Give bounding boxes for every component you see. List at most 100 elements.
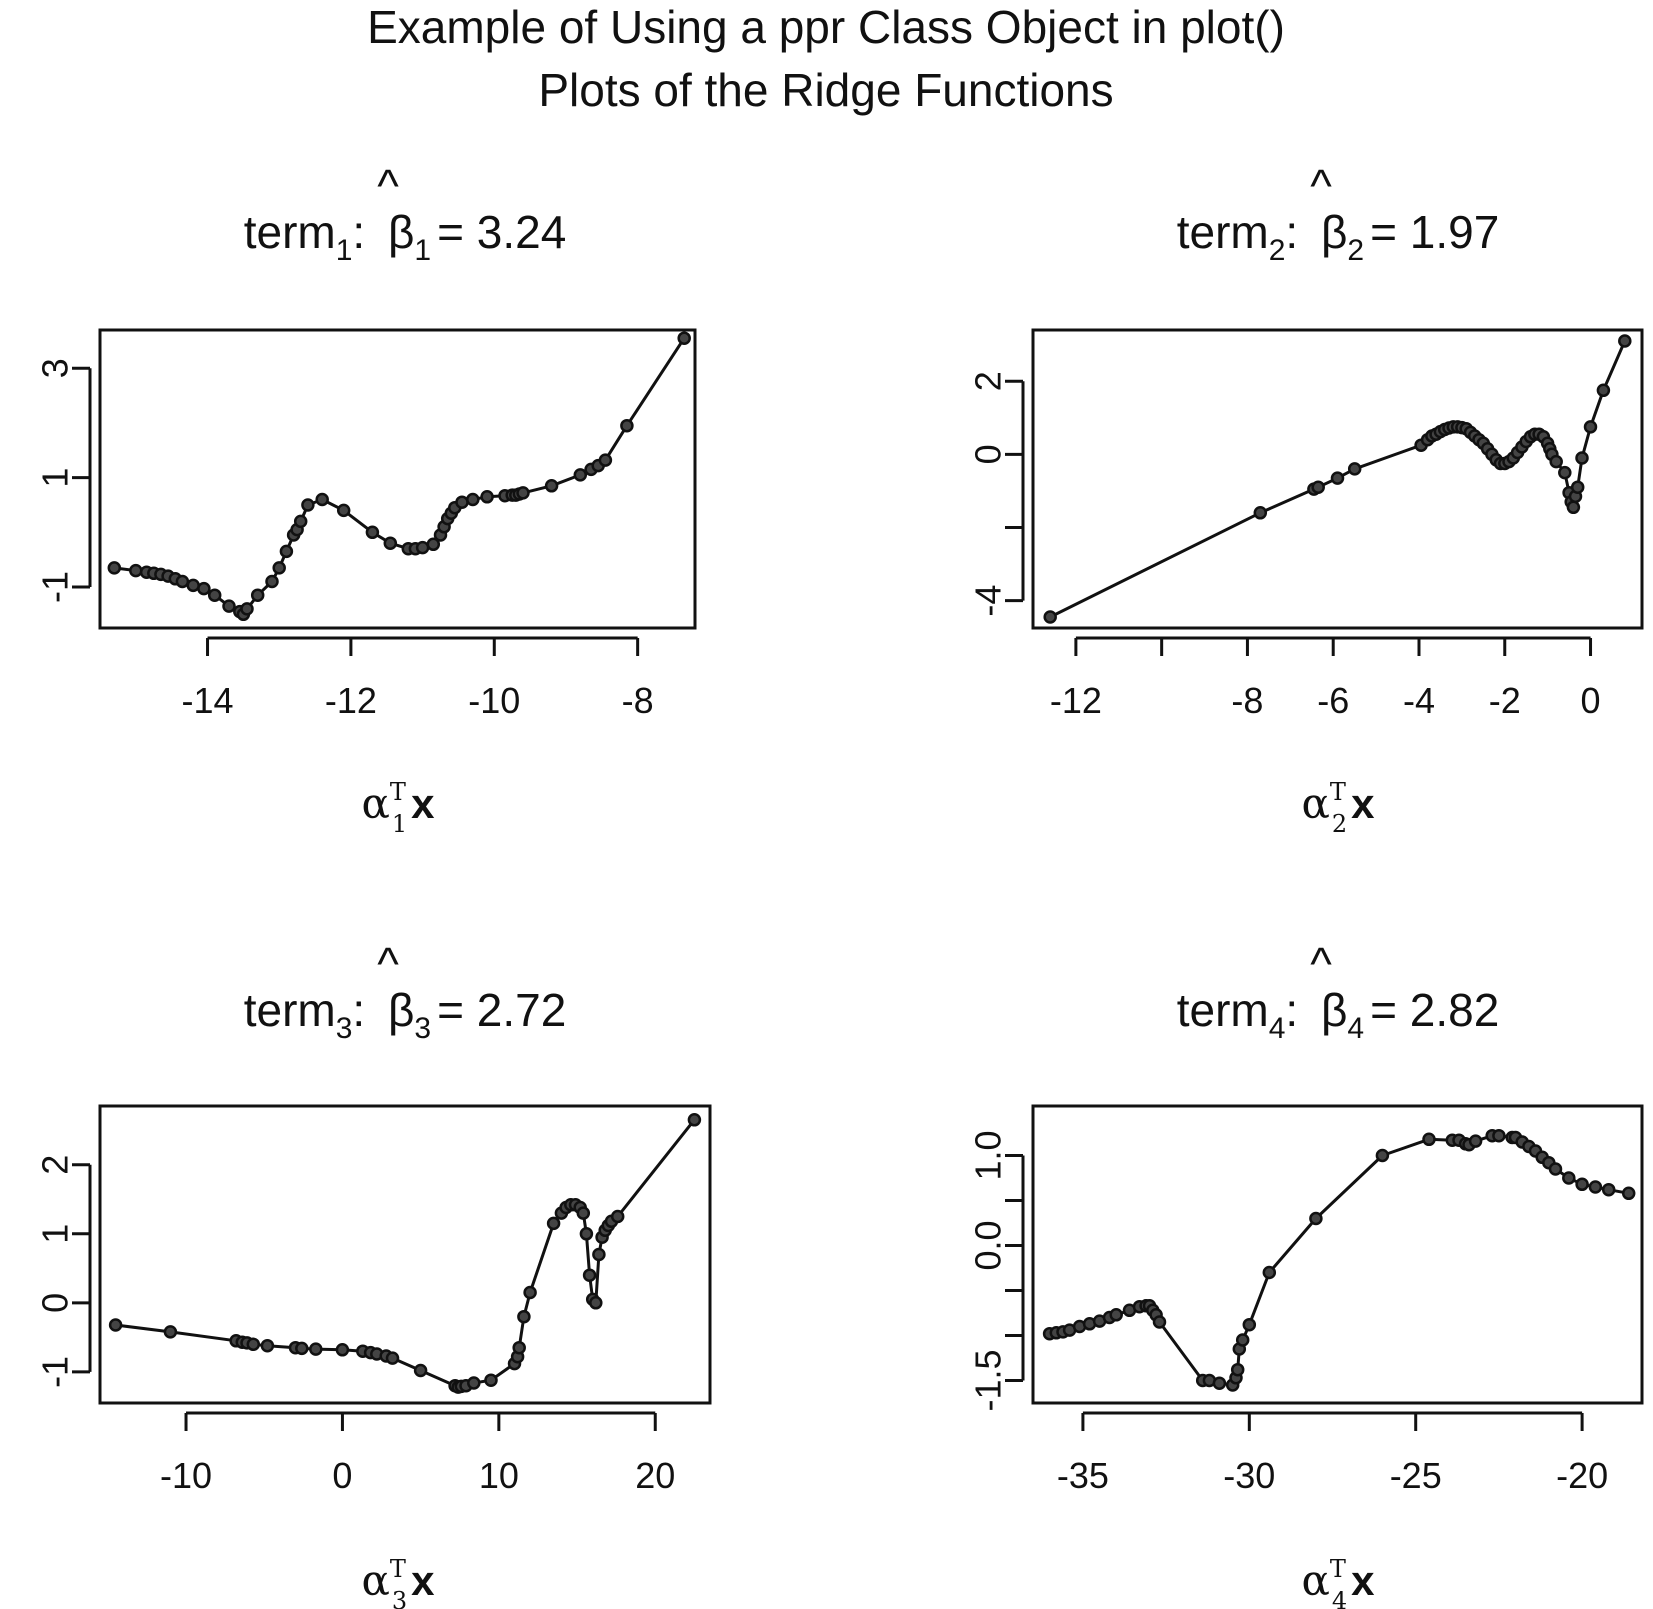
data-point	[620, 418, 634, 433]
data-point	[467, 1376, 481, 1390]
plot-frame	[98, 1104, 712, 1405]
data-point	[197, 581, 211, 596]
x-axis-label: αT 1x	[361, 778, 435, 838]
data-point	[336, 503, 351, 518]
panel-term-1: term1: β1 = 3.24 ^ αT 1x -14 -12 -10 -8 -1 1 3	[35, 160, 697, 838]
plot-frame	[1031, 1104, 1644, 1405]
data-point	[598, 453, 613, 467]
data-point	[1601, 1182, 1616, 1197]
data-point	[592, 1247, 606, 1262]
y-tick-label: 3	[35, 358, 76, 378]
data-point	[573, 468, 588, 482]
data-point	[1212, 1376, 1227, 1390]
beta-hat: ^	[377, 160, 399, 212]
main-subtitle: Plots of the Ridge Functions	[538, 64, 1113, 116]
data-point	[1152, 1315, 1167, 1329]
data-point	[279, 544, 294, 559]
data-point	[1242, 1317, 1257, 1332]
x-tick-label: -10	[468, 680, 520, 721]
data-point	[1621, 1186, 1636, 1201]
y-tick-label: 0	[35, 1293, 76, 1313]
data-point	[1492, 1128, 1506, 1143]
panel-title: term4: β4 = 2.82	[1177, 984, 1500, 1045]
data-point	[579, 1227, 594, 1241]
data-point	[1583, 420, 1598, 434]
y-tick-label: 1.0	[968, 1130, 1009, 1180]
panel-term-2: term2: β2 = 1.97 ^ αT 2x -12 -8 -6 -4 -2 0 -4 0 2	[968, 160, 1644, 838]
data-point	[426, 537, 441, 552]
data-point	[272, 561, 286, 575]
data-point	[186, 578, 200, 593]
x-tick-label: -30	[1223, 1455, 1275, 1496]
beta-hat: ^	[377, 938, 399, 990]
y-tick-label: -1.5	[968, 1349, 1009, 1411]
data-point	[240, 602, 254, 616]
data-point	[260, 1338, 275, 1353]
data-point	[455, 495, 469, 509]
data-point	[293, 514, 308, 529]
data-point	[582, 1268, 597, 1282]
y-tick-label: -1	[35, 571, 76, 603]
x-tick-label: 20	[635, 1455, 675, 1496]
data-point	[207, 588, 222, 602]
x-tick-label: -12	[1050, 680, 1102, 721]
y-tick-label: 1	[35, 1224, 76, 1244]
data-point	[107, 561, 122, 575]
data-point	[687, 1113, 702, 1127]
data-point	[1588, 1180, 1603, 1194]
y-tick-label: 0	[968, 444, 1009, 464]
data-point	[265, 574, 279, 589]
plot-frame	[98, 328, 697, 630]
data-point	[589, 1296, 603, 1310]
data-point	[246, 1337, 261, 1352]
data-point	[1468, 1134, 1483, 1148]
data-point	[108, 1318, 123, 1332]
x-tick-label: 0	[332, 1455, 352, 1496]
data-point	[129, 563, 143, 578]
x-tick-label: -8	[622, 680, 654, 721]
data-point	[610, 1209, 625, 1224]
data-point	[413, 1363, 428, 1378]
data-point	[1262, 1265, 1277, 1280]
data-point	[1549, 454, 1563, 469]
data-point	[1548, 1162, 1563, 1176]
data-point	[1570, 480, 1585, 494]
data-point	[1562, 1171, 1576, 1185]
data-point	[222, 599, 236, 613]
y-tick-label: -1	[35, 1356, 76, 1388]
data-point	[1596, 383, 1611, 398]
x-tick-label: -35	[1057, 1455, 1109, 1496]
data-point	[517, 1309, 531, 1324]
data-point	[295, 1341, 309, 1356]
data-point	[1309, 1211, 1323, 1226]
data-point	[365, 525, 380, 540]
x-tick-label: -25	[1390, 1455, 1442, 1496]
y-tick-label: 2	[968, 371, 1009, 391]
panel-title: term3: β3 = 2.72	[244, 984, 567, 1045]
x-tick-label: -10	[160, 1455, 212, 1496]
ridge-function-line	[1049, 1134, 1629, 1387]
data-point	[250, 588, 265, 602]
panel-title: term2: β2 = 1.97	[1177, 206, 1500, 267]
x-tick-label: -8	[1231, 680, 1263, 721]
x-tick-label: -20	[1556, 1455, 1608, 1496]
data-point	[1043, 610, 1057, 624]
y-tick-label: 1	[35, 468, 76, 488]
data-point	[1375, 1148, 1390, 1163]
data-point	[516, 486, 530, 500]
data-point	[1330, 471, 1345, 485]
ridge-function-line	[115, 1118, 696, 1389]
plot-frame	[1031, 328, 1644, 630]
x-axis-label: αT 4x	[1301, 1555, 1375, 1609]
x-tick-label: 0	[1581, 680, 1601, 721]
data-point	[383, 536, 398, 550]
beta-hat: ^	[1310, 938, 1332, 990]
x-tick-label: -14	[182, 680, 234, 721]
data-point	[544, 479, 559, 493]
data-point	[1235, 1333, 1250, 1347]
data-point	[1575, 1177, 1589, 1192]
data-point	[677, 331, 691, 345]
data-point	[480, 490, 494, 504]
x-tick-label: -4	[1403, 680, 1435, 721]
